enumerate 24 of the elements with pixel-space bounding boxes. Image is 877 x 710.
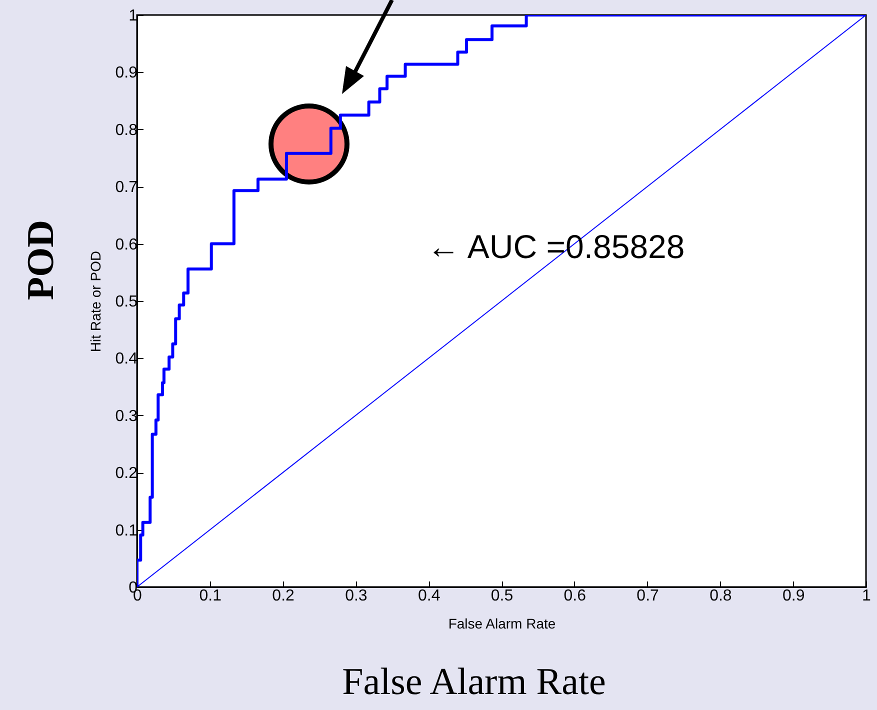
x-tick-label: 0.1	[199, 588, 222, 604]
y-tick-label: 1	[128, 8, 138, 24]
x-tick-label: 0.8	[710, 588, 732, 604]
x-axis-title: False Alarm Rate	[448, 616, 556, 632]
y-tick-label: 0.9	[115, 64, 138, 82]
text: POD	[20, 220, 62, 300]
text: False Alarm Rate	[342, 661, 606, 703]
y-tick-label: 0.4	[115, 350, 138, 368]
y-tick-label: 0.8	[115, 122, 138, 139]
y-tick-label: 0.6	[115, 236, 138, 254]
y-axis-title: Hit Rate or POD	[87, 250, 104, 352]
x-tick-label: 1	[862, 588, 872, 604]
y-tick-label: 0.3	[115, 408, 138, 425]
y-tick-label: 0.1	[115, 522, 138, 540]
x-tick-label: 0.2	[272, 588, 295, 604]
x-tick-label: 0.6	[564, 588, 586, 604]
x-tick-label: 0.5	[490, 588, 514, 604]
y-tick-label: 0.5	[115, 294, 138, 310]
x-tick-label: 0.9	[782, 588, 805, 604]
x-tick-label: 0.7	[636, 588, 660, 604]
y-tick-label: 0.2	[115, 465, 138, 482]
y-tick-label: 0.7	[115, 179, 138, 196]
x-tick-label: 0.4	[418, 588, 440, 604]
x-tick-label: 0.3	[345, 588, 368, 604]
